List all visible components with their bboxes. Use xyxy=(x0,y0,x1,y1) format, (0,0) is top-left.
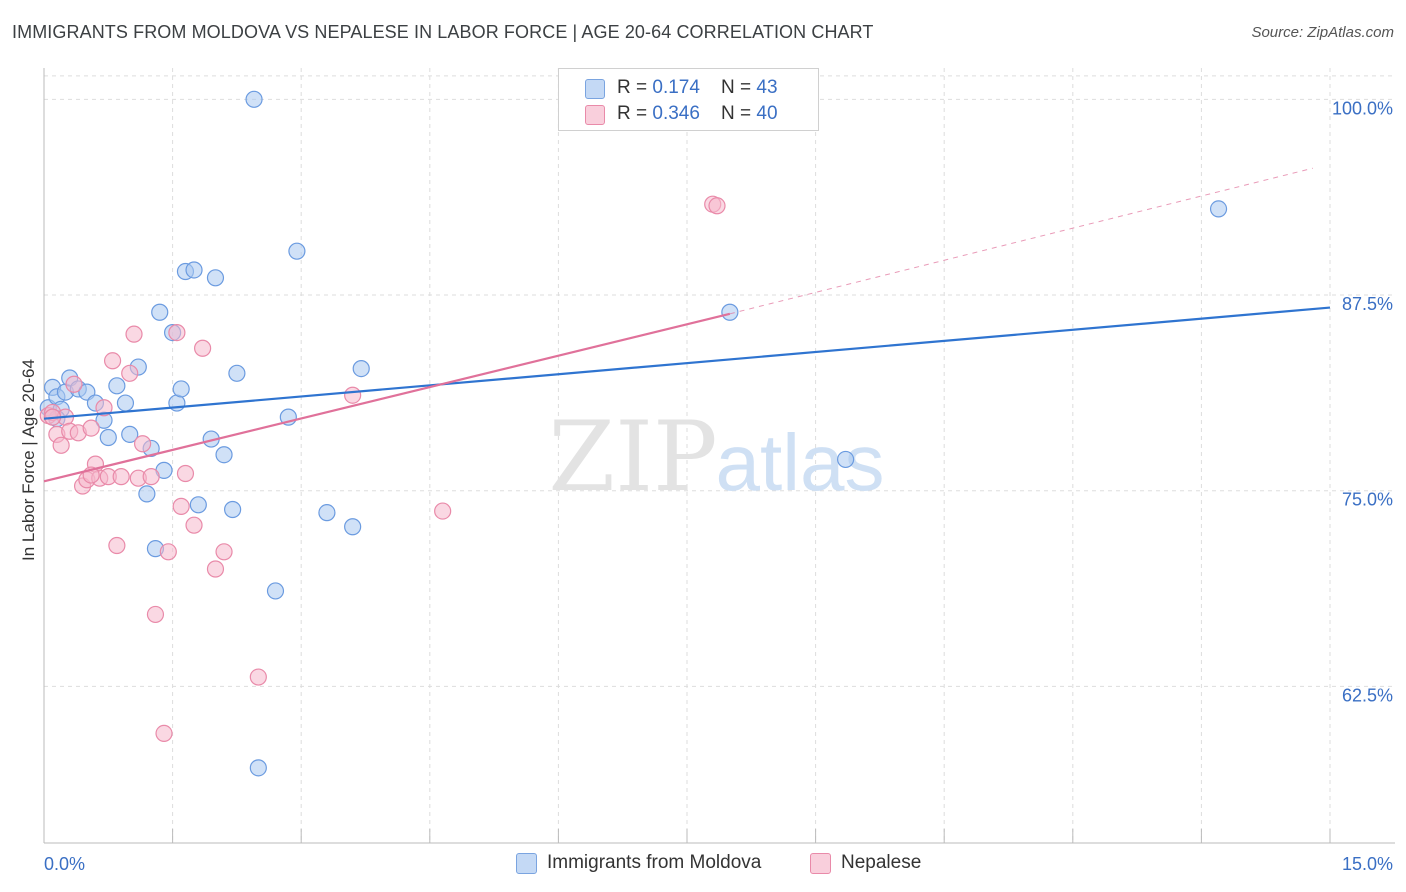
trend-line-nepalese-extension xyxy=(729,167,1313,315)
r-label: R = xyxy=(617,77,653,98)
watermark: ZIP atlas xyxy=(548,401,884,513)
nepalese-point xyxy=(172,497,190,515)
nepalese-point xyxy=(82,419,100,437)
bottom-legend-label-moldova: Immigrants from Moldova xyxy=(547,852,762,873)
moldova-point xyxy=(121,425,139,443)
nepalese-point xyxy=(133,435,152,453)
nepalese-point xyxy=(112,468,130,486)
bottom-legend-label-nepalese: Nepalese xyxy=(841,852,922,873)
moldova-point xyxy=(1209,200,1228,218)
source-label: Source: ZipAtlas.com xyxy=(1251,24,1394,41)
moldova-point xyxy=(206,269,225,287)
trend-line-moldova xyxy=(43,306,1331,420)
watermark-zip: ZIP xyxy=(548,401,717,513)
moldova-point xyxy=(99,428,117,447)
moldova-point xyxy=(249,759,267,777)
x-tick-label: 15.0% xyxy=(1342,854,1393,874)
nepalese-point xyxy=(65,375,83,393)
legend-stats-nepalese: R = 0.346 N = 40 xyxy=(617,103,778,125)
n-label: N = xyxy=(721,77,757,98)
moldova-point xyxy=(172,380,190,398)
legend-swatch-nepalese xyxy=(585,105,605,125)
moldova-point xyxy=(318,504,336,522)
watermark-atlas: atlas xyxy=(716,418,885,507)
bottom-legend-swatch-nepalese xyxy=(810,853,831,874)
y-tick-label: 62.5% xyxy=(1342,685,1393,705)
nepalese-point xyxy=(168,323,186,342)
nepalese-point xyxy=(249,668,267,686)
r-label: R = xyxy=(617,103,653,124)
moldova-point xyxy=(228,364,246,382)
n-label: N = xyxy=(721,103,757,124)
nepalese-point xyxy=(146,605,165,624)
trend-lines xyxy=(43,167,1331,483)
nepalese-point xyxy=(708,197,726,215)
r-value-nepalese: 0.346 xyxy=(652,103,700,124)
chart-title: IMMIGRANTS FROM MOLDOVA VS NEPALESE IN L… xyxy=(12,22,874,42)
moldova-point xyxy=(189,496,207,514)
nepalese-point xyxy=(194,339,212,357)
n-value-moldova: 43 xyxy=(756,77,778,98)
nepalese-point xyxy=(176,464,195,483)
y-tick-label: 100.0% xyxy=(1332,98,1393,118)
nepalese-point xyxy=(95,399,113,417)
moldova-point xyxy=(266,582,285,600)
moldova-point xyxy=(224,500,242,519)
moldova-point xyxy=(288,242,306,260)
legend-swatch-moldova xyxy=(585,79,605,99)
y-tick-label: 75.0% xyxy=(1342,490,1393,510)
moldova-point xyxy=(352,360,370,378)
x-tick-label: 0.0% xyxy=(44,854,85,874)
grid-lines xyxy=(44,68,1395,843)
nepalese-point xyxy=(52,436,70,454)
nepalese-point xyxy=(344,386,362,404)
nepalese-point xyxy=(159,543,177,561)
bottom-legend-swatch-moldova xyxy=(516,853,537,874)
moldova-point xyxy=(116,394,135,412)
moldova-point xyxy=(721,303,739,321)
moldova-point xyxy=(344,518,362,536)
moldova-point xyxy=(185,261,203,279)
nepalese-point xyxy=(206,560,225,578)
nepalese-point xyxy=(155,724,173,743)
r-value-moldova: 0.174 xyxy=(652,77,700,98)
nepalese-point xyxy=(215,543,233,561)
nepalese-point xyxy=(142,468,160,486)
nepalese-point xyxy=(121,364,139,382)
n-value-nepalese: 40 xyxy=(756,103,778,124)
stats-legend: R = 0.174 N = 43 R = 0.346 N = 40 xyxy=(558,68,819,131)
axes xyxy=(43,68,1395,844)
tick-labels: 100.0% 87.5% 75.0% 62.5% 0.0% 15.0% xyxy=(44,98,1393,874)
nepalese-point xyxy=(434,502,452,520)
y-tick-label: 87.5% xyxy=(1342,294,1393,314)
moldova-point xyxy=(837,450,855,469)
moldova-point xyxy=(138,485,156,503)
legend-stats-moldova: R = 0.174 N = 43 xyxy=(617,77,778,99)
nepalese-point xyxy=(108,536,126,555)
nepalese-point xyxy=(103,352,122,370)
nepalese-point xyxy=(185,516,203,534)
nepalese-point xyxy=(125,325,143,343)
moldova-point xyxy=(245,90,263,108)
trend-line-nepalese xyxy=(43,312,731,483)
y-axis-label: In Labor Force | Age 20-64 xyxy=(19,359,38,561)
moldova-point xyxy=(215,446,233,464)
moldova-point xyxy=(151,303,169,321)
series-moldova-points xyxy=(39,90,1228,777)
moldova-point xyxy=(108,377,126,395)
